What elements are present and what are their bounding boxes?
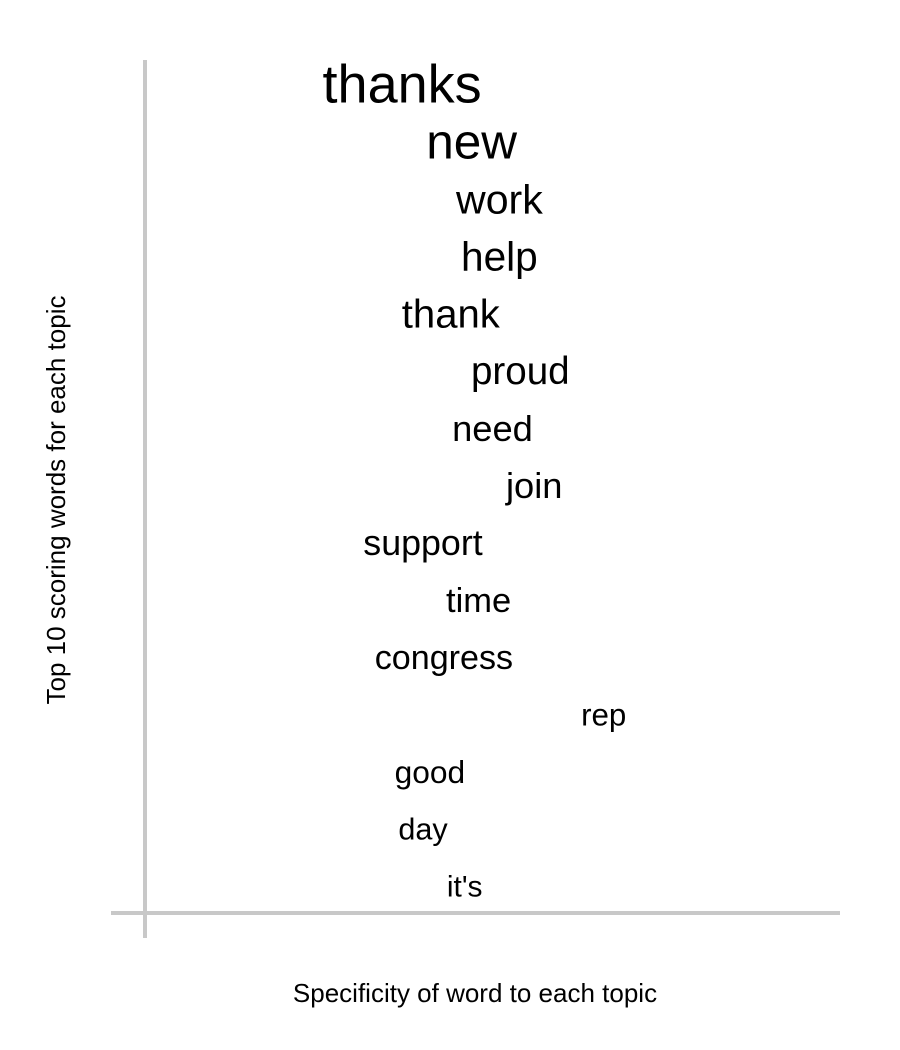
- word-label-new: new: [426, 114, 517, 169]
- word-label-join: join: [505, 465, 563, 506]
- word-label-proud: proud: [471, 350, 570, 393]
- word-label-need: need: [452, 408, 533, 449]
- word-label-rep: rep: [581, 697, 626, 732]
- word-label-day: day: [398, 813, 448, 847]
- word-label-its: it's: [447, 871, 483, 904]
- word-label-time: time: [446, 582, 511, 620]
- word-label-good: good: [395, 754, 466, 790]
- word-label-help: help: [461, 233, 538, 279]
- word-label-thanks: thanks: [323, 54, 482, 114]
- word-label-support: support: [363, 523, 482, 563]
- word-label-thank: thank: [402, 292, 501, 336]
- word-label-congress: congress: [375, 639, 513, 677]
- y-axis-title: Top 10 scoring words for each topic: [41, 296, 71, 705]
- x-axis-title: Specificity of word to each topic: [293, 978, 657, 1008]
- word-label-work: work: [455, 176, 543, 222]
